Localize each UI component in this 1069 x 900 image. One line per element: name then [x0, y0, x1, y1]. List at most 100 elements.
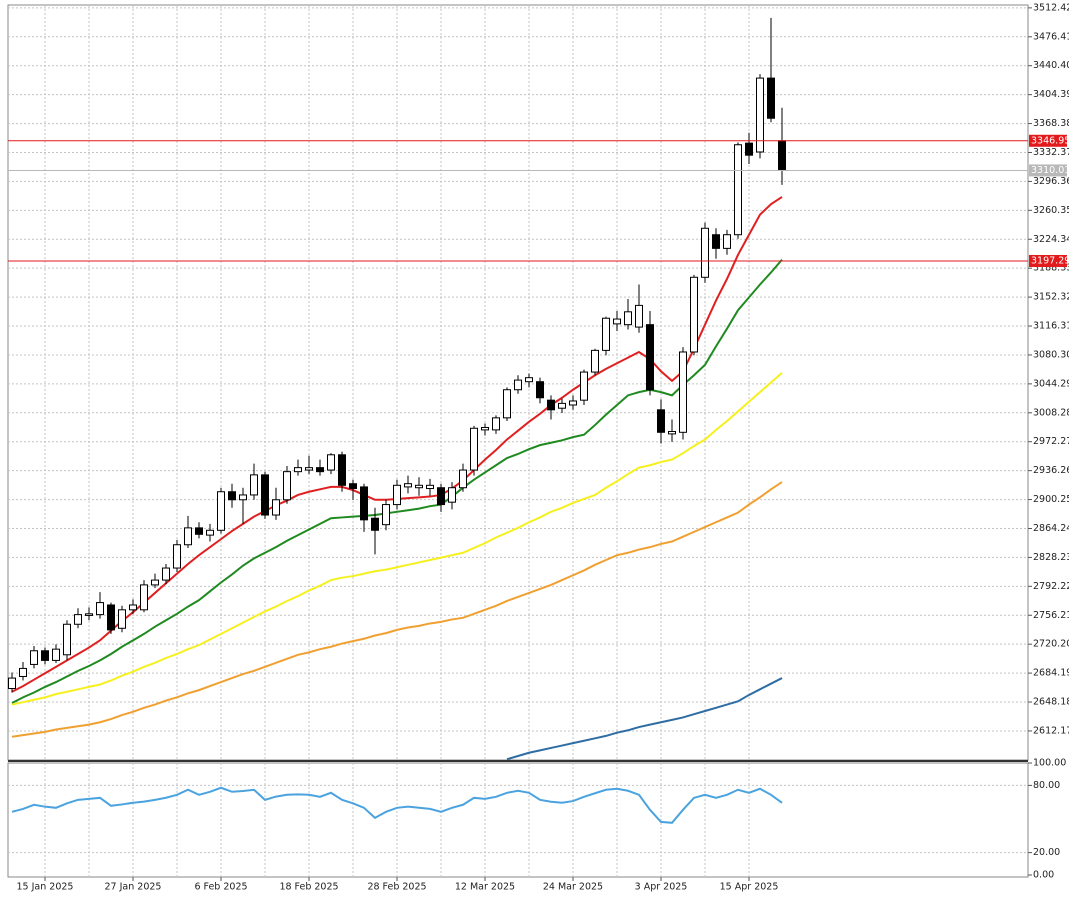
candle-body — [701, 227, 709, 278]
candle-body — [624, 311, 632, 326]
candle-body — [525, 377, 533, 383]
candle-body — [580, 371, 588, 401]
candle-body — [536, 381, 544, 399]
y-tick-label: 2684.19 — [1033, 668, 1069, 679]
y-tick-label: 3152.32 — [1033, 292, 1069, 303]
candle-body — [349, 483, 357, 490]
candle-body — [470, 427, 478, 471]
y-tick-label: 2648.18 — [1033, 697, 1069, 708]
candle-body — [481, 426, 489, 431]
candle-body — [646, 324, 654, 391]
x-tick-label: 12 Mar 2025 — [455, 882, 515, 893]
y-tick-label: 2720.20 — [1033, 639, 1069, 650]
candle-body — [305, 467, 313, 471]
y-tick-label: 80.00 — [1033, 780, 1060, 791]
candle-body — [723, 234, 731, 249]
candle-body — [217, 491, 225, 531]
y-tick-label: 3296.36 — [1033, 176, 1069, 187]
x-tick-label: 27 Jan 2025 — [105, 882, 162, 893]
y-tick-label: 3404.39 — [1033, 89, 1069, 100]
y-tick-label: 2936.26 — [1033, 465, 1069, 476]
y-tick-label: 3476.41 — [1033, 31, 1069, 42]
candle-body — [459, 469, 467, 489]
y-tick-label: 3044.29 — [1033, 378, 1069, 389]
candle-body — [734, 144, 742, 236]
candle-body — [63, 623, 71, 656]
price-line-box — [1029, 254, 1067, 267]
candle-body — [591, 349, 599, 373]
y-tick-label: 3188.33 — [1033, 263, 1069, 274]
candle-body — [360, 486, 368, 521]
candle-body — [316, 467, 324, 473]
y-tick-label: 2972.27 — [1033, 436, 1069, 447]
candle-body — [294, 467, 302, 473]
candle-body — [745, 142, 753, 156]
candle-body — [184, 527, 192, 546]
indicator-line — [11, 258, 783, 704]
candle-body — [756, 77, 764, 153]
candle-body — [393, 484, 401, 506]
candle-body — [690, 276, 698, 353]
candle-body — [382, 504, 390, 526]
y-tick-label: 3008.28 — [1033, 407, 1069, 418]
y-tick-label: 3440.40 — [1033, 60, 1069, 71]
y-tick-label: 20.00 — [1033, 847, 1060, 858]
x-tick-label: 18 Feb 2025 — [279, 882, 338, 893]
x-tick-label: 15 Apr 2025 — [720, 882, 779, 893]
candle-body — [206, 529, 214, 536]
y-tick-label: 2756.21 — [1033, 610, 1069, 621]
y-tick-label: 2900.25 — [1033, 494, 1069, 505]
candle-body — [327, 454, 335, 471]
price-line-label: 3346.95 — [1031, 135, 1069, 146]
candle-body — [74, 614, 82, 625]
indicator-line — [11, 786, 783, 824]
y-tick-label: 2792.22 — [1033, 581, 1069, 592]
y-tick-label: 100.00 — [1033, 758, 1066, 769]
candle-body — [8, 677, 16, 690]
price-line-label: 3197.29 — [1031, 255, 1069, 266]
y-tick-label: 3260.35 — [1033, 205, 1069, 216]
candle-body — [272, 499, 280, 516]
candle-body — [338, 454, 346, 486]
candle-body — [602, 317, 610, 351]
candle-body — [712, 234, 720, 249]
candle-body — [415, 484, 423, 489]
candle-body — [96, 602, 104, 616]
candle-body — [195, 527, 203, 535]
x-tick-label: 24 Mar 2025 — [543, 882, 603, 893]
candle-body — [239, 494, 247, 501]
candle-body — [767, 77, 775, 119]
y-tick-label: 3116.31 — [1033, 321, 1069, 332]
indicator-line — [11, 481, 783, 738]
y-tick-label: 3224.34 — [1033, 234, 1069, 245]
current-price-box — [1029, 164, 1067, 177]
candle-body — [437, 487, 445, 506]
candle-body — [151, 579, 159, 586]
y-tick-label: 2612.17 — [1033, 725, 1069, 736]
candle-body — [19, 667, 27, 677]
candle-body — [261, 474, 269, 516]
candle-body — [657, 409, 665, 433]
candle-body — [503, 389, 511, 419]
candle-body — [52, 648, 60, 661]
candle-body — [41, 650, 49, 661]
y-tick-label: 2864.24 — [1033, 523, 1069, 534]
candle-body — [547, 399, 555, 411]
candle-body — [778, 140, 786, 171]
x-tick-label: 3 Apr 2025 — [635, 882, 688, 893]
price-line-box — [1029, 134, 1067, 147]
candle-body — [679, 351, 687, 433]
x-tick-label: 6 Feb 2025 — [194, 882, 247, 893]
indicator-line — [11, 372, 783, 706]
candle-body — [558, 402, 566, 409]
candle-body — [140, 584, 148, 611]
candle-body — [668, 430, 676, 435]
candle-body — [129, 604, 137, 611]
candle-body — [371, 517, 379, 531]
candle-body — [85, 613, 93, 616]
candle-body — [613, 318, 621, 325]
y-tick-label: 3080.30 — [1033, 349, 1069, 360]
candle-body — [30, 650, 38, 665]
